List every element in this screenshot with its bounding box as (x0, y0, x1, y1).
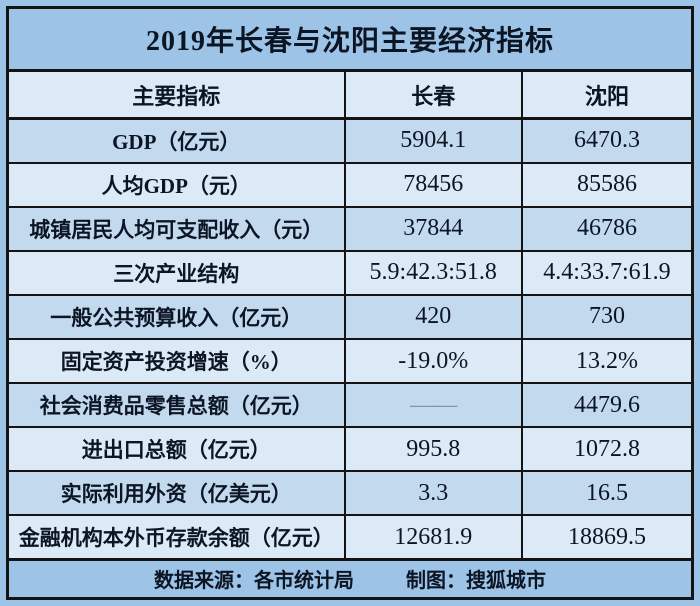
indicator-label: 社会消费品零售总额（亿元） (6, 382, 346, 429)
title-row: 2019年长春与沈阳主要经济指标 (6, 6, 694, 73)
table-row-disposable-income: 城镇居民人均可支配收入（元） 37844 46786 (6, 205, 694, 252)
table-row-import-export: 进出口总额（亿元） 995.8 1072.8 (6, 426, 694, 473)
changchun-value: 12681.9 (343, 514, 523, 561)
table-row-public-budget-revenue: 一般公共预算收入（亿元） 420 730 (6, 293, 694, 340)
indicator-label: 三次产业结构 (6, 249, 346, 296)
indicator-label: GDP（亿元） (6, 117, 346, 164)
indicator-label: 城镇居民人均可支配收入（元） (6, 205, 346, 252)
data-source-label: 数据来源：各市统计局 (154, 570, 354, 593)
shenyang-value: 6470.3 (520, 117, 694, 164)
table-row-retail-sales: 社会消费品零售总额（亿元） —— 4479.6 (6, 382, 694, 429)
shenyang-value: 13.2% (520, 337, 694, 385)
changchun-value: 3.3 (343, 470, 523, 517)
indicator-label: 实际利用外资（亿美元） (6, 470, 346, 517)
shenyang-value: 46786 (520, 205, 694, 252)
changchun-value: 78456 (343, 161, 523, 208)
shenyang-value: 85586 (520, 161, 694, 208)
shenyang-value: 1072.8 (520, 426, 694, 473)
table-row-foreign-investment: 实际利用外资（亿美元） 3.3 16.5 (6, 470, 694, 517)
shenyang-value: 16.5 (520, 470, 694, 517)
shenyang-value: 4.4:33.7:61.9 (520, 249, 694, 296)
changchun-value: 420 (343, 293, 523, 340)
table-footer: 数据来源：各市统计局 制图：搜狐城市 (6, 557, 694, 600)
table-row-gdp-per-capita: 人均GDP（元） 78456 85586 (6, 161, 694, 208)
footer-text: 数据来源：各市统计局 制图：搜狐城市 (11, 564, 689, 593)
indicator-label: 人均GDP（元） (6, 161, 346, 208)
indicator-label: 一般公共预算收入（亿元） (6, 293, 346, 340)
changchun-value: 37844 (343, 205, 523, 252)
changchun-value: -19.0% (343, 337, 523, 385)
indicator-label: 金融机构本外币存款余额（亿元） (6, 514, 346, 561)
economic-indicators-table: 2019年长春与沈阳主要经济指标 主要指标 长春 沈阳 GDP（亿元） 5904… (6, 6, 694, 600)
changchun-value-missing: —— (343, 382, 523, 429)
changchun-value: 5904.1 (343, 117, 523, 164)
column-header-shenyang: 沈阳 (520, 69, 694, 121)
table-title: 2019年长春与沈阳主要经济指标 (6, 6, 694, 73)
indicator-label: 进出口总额（亿元） (6, 426, 346, 473)
table-row-gdp: GDP（亿元） 5904.1 6470.3 (6, 117, 694, 164)
table-row-fixed-asset-investment-growth: 固定资产投资增速（%） -19.0% 13.2% (6, 337, 694, 385)
column-header-row: 主要指标 长春 沈阳 (6, 69, 694, 121)
table-row-industry-structure: 三次产业结构 5.9:42.3:51.8 4.4:33.7:61.9 (6, 249, 694, 296)
shenyang-value: 730 (520, 293, 694, 340)
shenyang-value: 18869.5 (520, 514, 694, 561)
credit-label: 制图：搜狐城市 (406, 570, 546, 593)
changchun-value: 995.8 (343, 426, 523, 473)
shenyang-value: 4479.6 (520, 382, 694, 429)
changchun-value: 5.9:42.3:51.8 (343, 249, 523, 296)
column-header-indicator: 主要指标 (6, 69, 346, 121)
table-row-bank-deposits: 金融机构本外币存款余额（亿元） 12681.9 18869.5 (6, 514, 694, 561)
footer-row: 数据来源：各市统计局 制图：搜狐城市 (6, 557, 694, 600)
indicator-label: 固定资产投资增速（%） (6, 337, 346, 385)
column-header-changchun: 长春 (343, 69, 523, 121)
